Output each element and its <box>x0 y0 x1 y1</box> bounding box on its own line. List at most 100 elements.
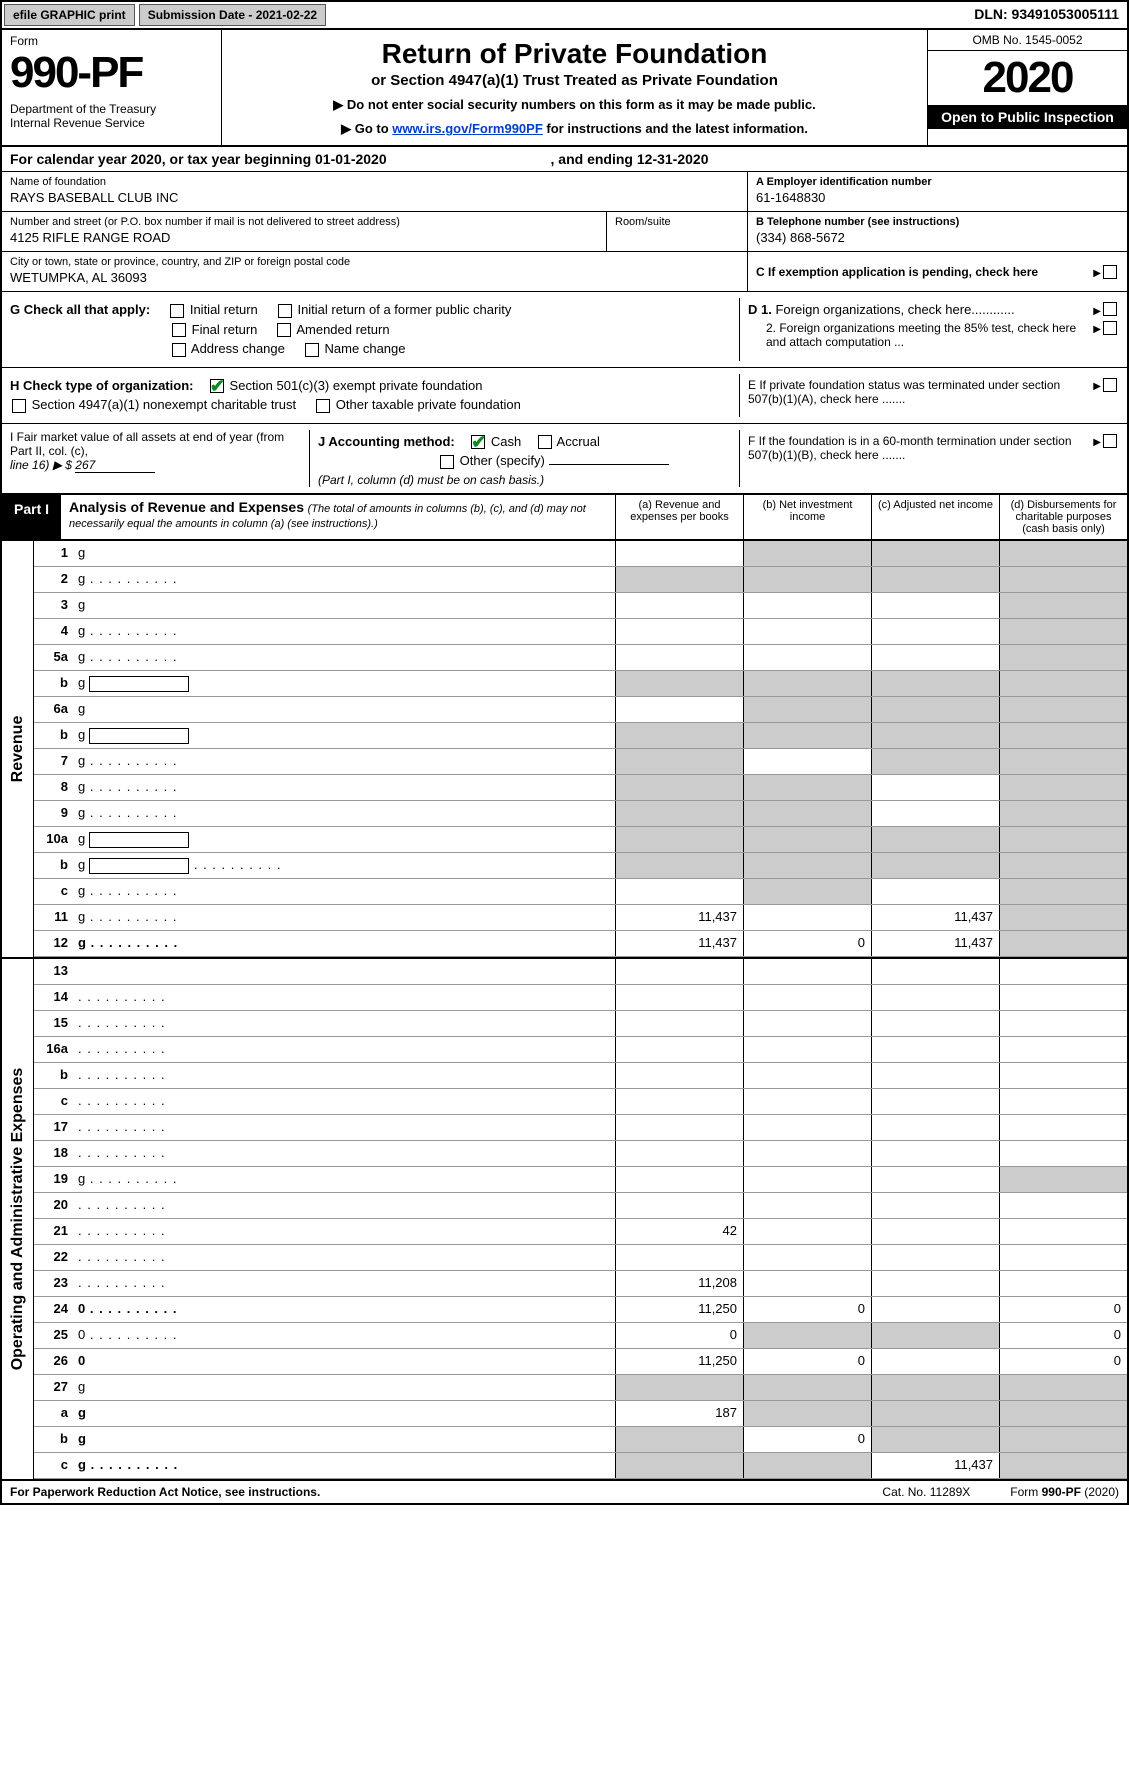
amount-cell-d <box>999 1375 1127 1400</box>
line-number: b <box>34 1063 74 1088</box>
ssn-warning: ▶ Do not enter social security numbers o… <box>234 97 915 113</box>
line-number: 11 <box>34 905 74 930</box>
part1-title: Analysis of Revenue and Expenses <box>69 499 304 515</box>
amount-cell-b: 0 <box>743 1297 871 1322</box>
amount-cell-a: 11,208 <box>615 1271 743 1296</box>
amount-cell-a <box>615 1167 743 1192</box>
submission-date-button[interactable]: Submission Date - 2021-02-22 <box>139 4 326 26</box>
amount-cell-b <box>743 1063 871 1088</box>
table-row: 26011,25000 <box>34 1349 1127 1375</box>
j-cash-checkbox[interactable] <box>471 435 485 449</box>
dots-leader <box>86 935 178 950</box>
city-cell: City or town, state or province, country… <box>2 252 747 292</box>
dots-leader <box>85 571 177 586</box>
table-row: 2g <box>34 567 1127 593</box>
line-description <box>74 1089 615 1114</box>
f-checkbox[interactable] <box>1103 434 1117 448</box>
d1-checkbox[interactable] <box>1103 302 1117 316</box>
amount-cell-a <box>615 959 743 984</box>
line-description: g <box>74 1427 615 1452</box>
h-4947-checkbox[interactable] <box>12 399 26 413</box>
d2-checkbox[interactable] <box>1103 321 1117 335</box>
dots-leader <box>189 857 281 872</box>
amount-cell-b <box>743 697 871 722</box>
g-amended-checkbox[interactable] <box>277 323 291 337</box>
line-description: g <box>74 1453 615 1478</box>
amount-cell-a: 42 <box>615 1219 743 1244</box>
amount-cell-d <box>999 1141 1127 1166</box>
g-initial-former-checkbox[interactable] <box>278 304 292 318</box>
e-checkbox[interactable] <box>1103 378 1117 392</box>
h-other-checkbox[interactable] <box>316 399 330 413</box>
inline-amount-box[interactable] <box>89 728 189 744</box>
amount-cell-d <box>999 827 1127 852</box>
department-label: Department of the Treasury Internal Reve… <box>10 102 213 130</box>
amount-cell-d <box>999 1427 1127 1452</box>
inline-amount-box[interactable] <box>89 858 189 874</box>
line-number: 20 <box>34 1193 74 1218</box>
amount-cell-a: 11,437 <box>615 931 743 956</box>
h-501c3-checkbox[interactable] <box>210 379 224 393</box>
dots-leader <box>85 753 177 768</box>
j-accrual-label: Accrual <box>557 434 600 449</box>
j-other-checkbox[interactable] <box>440 455 454 469</box>
line-number: b <box>34 853 74 878</box>
line-description: g <box>74 593 615 618</box>
calyear-pre: For calendar year 2020, or tax year begi… <box>10 151 315 167</box>
line-number: 22 <box>34 1245 74 1270</box>
amount-cell-a <box>615 827 743 852</box>
j-accrual-checkbox[interactable] <box>538 435 552 449</box>
amount-cell-c <box>871 1323 999 1348</box>
j-other-input[interactable] <box>549 464 669 465</box>
inline-amount-box[interactable] <box>89 832 189 848</box>
dots-leader <box>85 1171 177 1186</box>
g-amended-label: Amended return <box>296 322 389 337</box>
amount-cell-a <box>615 1011 743 1036</box>
table-row: 16a <box>34 1037 1127 1063</box>
h-501c3-label: Section 501(c)(3) exempt private foundat… <box>230 378 483 393</box>
i-value: 267 <box>75 458 155 473</box>
amount-cell-b <box>743 1375 871 1400</box>
line-number: 6a <box>34 697 74 722</box>
form-title: Return of Private Foundation <box>234 38 915 70</box>
g-address-checkbox[interactable] <box>172 343 186 357</box>
amount-cell-d: 0 <box>999 1297 1127 1322</box>
efile-print-button[interactable]: efile GRAPHIC print <box>4 4 135 26</box>
amount-cell-b <box>743 1011 871 1036</box>
col-c-header: (c) Adjusted net income <box>871 495 999 539</box>
amount-cell-d <box>999 853 1127 878</box>
c-checkbox[interactable] <box>1103 265 1117 279</box>
form-word: Form <box>10 34 213 48</box>
line-description: 0 <box>74 1349 615 1374</box>
g-final-checkbox[interactable] <box>172 323 186 337</box>
line-description: g <box>74 697 615 722</box>
col-d-header: (d) Disbursements for charitable purpose… <box>999 495 1127 539</box>
amount-cell-b <box>743 959 871 984</box>
dots-leader <box>78 1015 166 1030</box>
table-row: c <box>34 1089 1127 1115</box>
dots-leader <box>78 1275 166 1290</box>
line-description <box>74 1011 615 1036</box>
amount-cell-c <box>871 1011 999 1036</box>
form-page: efile GRAPHIC print Submission Date - 20… <box>0 0 1129 1505</box>
line-description: g <box>74 905 615 930</box>
line-description: g <box>74 619 615 644</box>
line-description: g <box>74 645 615 670</box>
form-subtitle: or Section 4947(a)(1) Trust Treated as P… <box>234 72 915 89</box>
line-number: 12 <box>34 931 74 956</box>
table-row: bg <box>34 723 1127 749</box>
table-row: 6ag <box>34 697 1127 723</box>
line-number: c <box>34 879 74 904</box>
g-name-checkbox[interactable] <box>305 343 319 357</box>
amount-cell-b <box>743 593 871 618</box>
amount-cell-c <box>871 985 999 1010</box>
table-row: cg11,437 <box>34 1453 1127 1479</box>
g-final-label: Final return <box>192 322 258 337</box>
j-note: (Part I, column (d) must be on cash basi… <box>318 473 739 487</box>
g-initial-checkbox[interactable] <box>170 304 184 318</box>
line-number: 25 <box>34 1323 74 1348</box>
amount-cell-a: 11,437 <box>615 905 743 930</box>
inline-amount-box[interactable] <box>89 676 189 692</box>
irs-link[interactable]: www.irs.gov/Form990PF <box>392 121 543 136</box>
amount-cell-c <box>871 749 999 774</box>
